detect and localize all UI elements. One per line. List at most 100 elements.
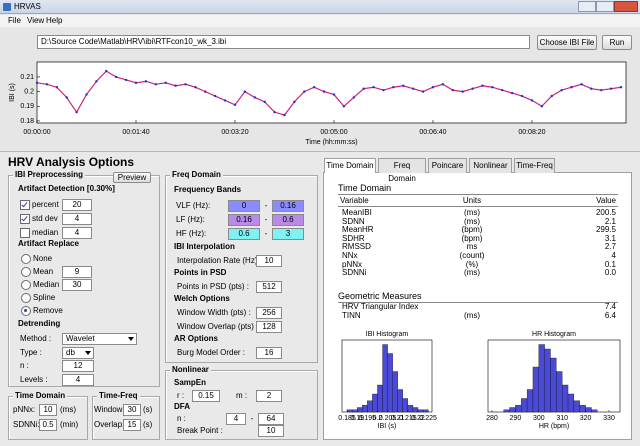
histogram-bar <box>532 366 539 413</box>
ibi-point <box>461 90 464 93</box>
tab[interactable]: Poincare <box>428 158 467 173</box>
ibi-point <box>421 90 425 93</box>
band-field[interactable]: 0.16 <box>272 200 304 212</box>
file-path-field[interactable]: D:\Source Code\Matlab\HRV\ibi\RTFcon10_w… <box>37 35 530 49</box>
ibi-point <box>174 84 177 87</box>
histogram-bar <box>521 398 528 413</box>
field-label: Window Overlap (pts) : <box>177 322 259 331</box>
field-label: SDNNi: <box>13 420 40 429</box>
y-tick-label: 0.19 <box>20 103 34 110</box>
band-field[interactable]: 0.16 <box>228 214 260 226</box>
table-header: Units <box>462 196 482 205</box>
menu-item[interactable]: View <box>27 16 45 25</box>
row-units: (count) <box>459 251 485 260</box>
histogram-bar <box>503 409 510 413</box>
input-field[interactable]: 9 <box>62 266 92 278</box>
x-tick-label: 280 <box>486 415 498 422</box>
run-button[interactable]: Run <box>602 35 632 50</box>
ibi-point <box>293 100 296 104</box>
field-label: Burg Model Order : <box>177 348 246 357</box>
separator <box>338 302 618 303</box>
row-value: 6.4 <box>604 310 616 320</box>
preview-button[interactable]: Preview <box>113 172 151 183</box>
input-field[interactable]: 10 <box>258 425 284 437</box>
menu-item[interactable]: File <box>8 16 21 25</box>
tab[interactable]: Time Domain <box>324 158 376 173</box>
row-value: 0.0 <box>604 268 616 278</box>
input-field[interactable]: 20 <box>62 199 92 211</box>
radio-button[interactable] <box>21 293 31 303</box>
input-field[interactable]: 2 <box>256 390 282 402</box>
dropdown[interactable]: db <box>62 346 94 359</box>
app-icon <box>3 3 11 11</box>
input-field[interactable]: 10 <box>256 255 282 267</box>
input-field[interactable]: 4 <box>62 213 92 225</box>
field-label: Window: <box>94 405 125 414</box>
input-field[interactable]: 15 <box>123 419 141 431</box>
tab[interactable]: Time-Freq <box>514 158 555 173</box>
histogram-bar <box>422 409 429 413</box>
input-field[interactable]: 30 <box>123 404 141 416</box>
checkbox-label: std dev <box>32 214 58 223</box>
checkbox[interactable] <box>20 214 30 224</box>
input-field[interactable]: 4 <box>62 227 92 239</box>
ibi-point <box>194 86 197 89</box>
close-button[interactable] <box>614 1 638 12</box>
row-units: (bpm) <box>461 233 483 243</box>
histogram-bar <box>567 393 575 413</box>
checkbox[interactable] <box>20 228 30 238</box>
choose-file-button[interactable]: Choose IBI File <box>537 35 597 50</box>
ibi-point <box>263 100 266 104</box>
histogram-bar <box>579 405 586 413</box>
separator <box>338 194 618 195</box>
radio-button[interactable] <box>21 267 31 277</box>
x-tick-label: 0.19 <box>350 415 364 422</box>
input-field[interactable]: 0.15 <box>192 390 220 402</box>
ibi-point <box>322 90 326 93</box>
section-title: Welch Options <box>174 294 230 303</box>
input-field[interactable]: 128 <box>256 321 282 333</box>
field-label: Window Width (pts) : <box>177 308 251 317</box>
maximize-button[interactable] <box>596 1 614 12</box>
input-field[interactable]: 16 <box>256 347 282 359</box>
ibi-point <box>332 93 336 96</box>
radio-button[interactable] <box>21 254 31 264</box>
radio-label: None <box>33 254 53 263</box>
band-field[interactable]: 3 <box>272 228 304 240</box>
input-field[interactable]: 12 <box>62 360 94 372</box>
input-field[interactable]: 0.5 <box>39 419 57 431</box>
radio-button[interactable] <box>21 306 31 316</box>
band-field[interactable]: 0 <box>228 200 260 212</box>
band-field[interactable]: 0.6 <box>228 228 260 240</box>
section-title: SampEn <box>174 378 207 387</box>
radio-button[interactable] <box>21 280 31 290</box>
menu-item[interactable]: Help <box>46 16 63 25</box>
histogram-bar <box>544 348 551 413</box>
ibi-point <box>510 91 514 95</box>
input-field[interactable]: 10 <box>39 404 57 416</box>
input-field[interactable]: 30 <box>62 279 92 291</box>
input-field[interactable]: 4 <box>226 413 246 425</box>
dropdown[interactable]: Wavelet <box>62 333 137 345</box>
ibi-point <box>35 81 39 85</box>
histogram-bar <box>515 405 522 413</box>
minimize-button[interactable] <box>578 1 596 12</box>
input-field[interactable]: 512 <box>256 281 282 293</box>
histogram-bar <box>362 405 368 413</box>
row-units: (ms) <box>464 310 480 320</box>
input-field[interactable]: 64 <box>258 413 284 425</box>
histogram-bar <box>407 405 414 413</box>
input-field[interactable]: 4 <box>62 373 94 386</box>
x-tick-label: 00:08:20 <box>518 129 545 136</box>
row-units: ms <box>466 242 478 252</box>
checkbox[interactable] <box>20 200 30 210</box>
x-tick-label: 0.21 <box>391 415 405 422</box>
ibi-point <box>411 87 415 90</box>
tab[interactable]: Nonlinear <box>469 158 512 173</box>
unit-label: (s) <box>143 405 153 414</box>
band-field[interactable]: 0.6 <box>272 214 304 226</box>
tab[interactable]: Freq Domain <box>378 158 426 183</box>
section-title: Points in PSD <box>174 268 227 277</box>
y-tick-label: 0.21 <box>20 74 34 81</box>
input-field[interactable]: 256 <box>256 307 282 319</box>
